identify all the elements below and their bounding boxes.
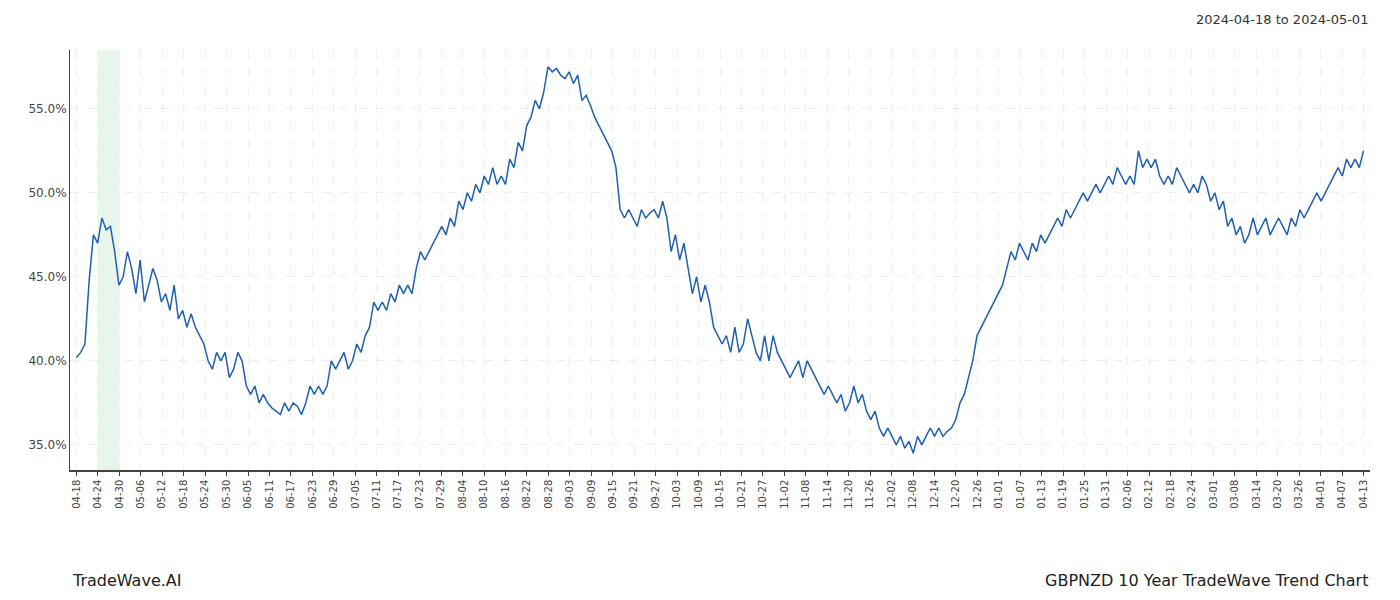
svg-text:09-09: 09-09 [586,480,597,509]
svg-text:07-17: 07-17 [392,480,403,509]
svg-text:10-27: 10-27 [757,480,768,509]
svg-text:05-24: 05-24 [199,480,210,509]
svg-text:06-17: 06-17 [285,480,296,509]
svg-text:08-10: 08-10 [478,480,489,509]
svg-text:12-02: 12-02 [886,480,897,509]
svg-text:05-18: 05-18 [178,480,189,509]
svg-text:02-24: 02-24 [1186,480,1197,509]
svg-text:04-24: 04-24 [92,480,103,509]
svg-text:07-11: 07-11 [371,480,382,509]
svg-text:12-08: 12-08 [907,480,918,509]
svg-text:45.0%: 45.0% [28,270,66,284]
svg-text:01-07: 01-07 [1015,480,1026,509]
svg-text:10-21: 10-21 [736,480,747,509]
svg-text:04-30: 04-30 [114,480,125,509]
svg-text:GBPNZD 10 Year TradeWave Trend: GBPNZD 10 Year TradeWave Trend Chart [1045,571,1368,590]
svg-text:01-31: 01-31 [1100,480,1111,509]
svg-text:05-06: 05-06 [135,480,146,509]
svg-text:11-26: 11-26 [864,480,875,509]
svg-text:TradeWave.AI: TradeWave.AI [72,571,181,590]
svg-text:12-26: 12-26 [972,480,983,509]
svg-text:03-26: 03-26 [1293,480,1304,509]
svg-text:04-18: 04-18 [71,480,82,509]
svg-text:03-14: 03-14 [1251,480,1262,509]
svg-text:08-16: 08-16 [500,480,511,509]
svg-text:01-01: 01-01 [993,480,1004,509]
svg-text:08-04: 08-04 [457,480,468,509]
svg-text:09-21: 09-21 [628,480,639,509]
svg-text:08-28: 08-28 [543,480,554,509]
svg-text:55.0%: 55.0% [28,102,66,116]
svg-text:05-12: 05-12 [156,480,167,509]
svg-text:11-14: 11-14 [822,480,833,509]
svg-text:03-08: 03-08 [1229,480,1240,509]
svg-text:09-15: 09-15 [607,480,618,509]
svg-text:12-14: 12-14 [929,480,940,509]
svg-text:05-30: 05-30 [221,480,232,509]
svg-text:04-13: 04-13 [1358,480,1369,509]
svg-text:08-22: 08-22 [521,480,532,509]
svg-text:03-20: 03-20 [1272,480,1283,509]
svg-text:10-09: 10-09 [693,480,704,509]
svg-text:11-02: 11-02 [779,480,790,509]
svg-text:09-03: 09-03 [564,480,575,509]
svg-text:01-13: 01-13 [1036,480,1047,509]
svg-text:01-19: 01-19 [1057,480,1068,509]
svg-text:02-06: 02-06 [1122,480,1133,509]
svg-text:50.0%: 50.0% [28,186,66,200]
svg-text:2024-04-18 to 2024-05-01: 2024-04-18 to 2024-05-01 [1196,12,1368,27]
svg-text:07-23: 07-23 [414,480,425,509]
svg-text:07-29: 07-29 [435,480,446,509]
svg-text:03-01: 03-01 [1208,480,1219,509]
svg-text:10-03: 10-03 [671,480,682,509]
svg-text:40.0%: 40.0% [28,354,66,368]
svg-text:06-29: 06-29 [328,480,339,509]
svg-text:11-08: 11-08 [800,480,811,509]
svg-text:35.0%: 35.0% [28,438,66,452]
svg-text:04-01: 04-01 [1315,480,1326,509]
svg-text:12-20: 12-20 [950,480,961,509]
svg-text:01-25: 01-25 [1079,480,1090,509]
svg-text:06-05: 06-05 [242,480,253,509]
svg-text:09-27: 09-27 [650,480,661,509]
svg-text:11-20: 11-20 [843,480,854,509]
svg-text:07-05: 07-05 [350,480,361,509]
svg-text:06-11: 06-11 [264,480,275,509]
svg-text:02-12: 02-12 [1143,480,1154,509]
svg-text:06-23: 06-23 [307,480,318,509]
svg-text:10-15: 10-15 [714,480,725,509]
svg-text:04-07: 04-07 [1336,480,1347,509]
svg-text:02-18: 02-18 [1165,480,1176,509]
